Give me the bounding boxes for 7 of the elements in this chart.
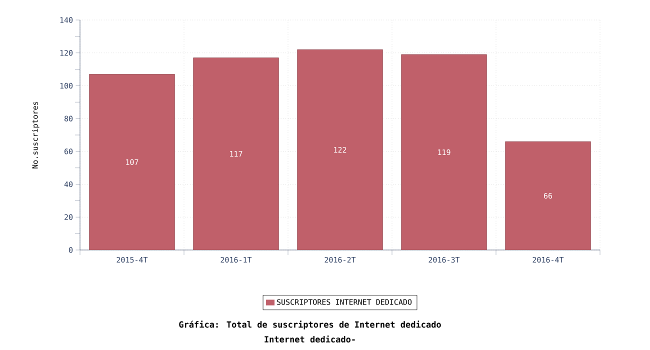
bar bbox=[297, 49, 383, 250]
text: Internet dedicado- bbox=[264, 335, 355, 343]
bar bbox=[193, 58, 279, 250]
bar bbox=[401, 54, 487, 250]
bar bbox=[505, 141, 591, 250]
bar bbox=[89, 74, 175, 250]
text: Gráfica: Total de suscriptores de Internet dedicado bbox=[179, 320, 441, 330]
